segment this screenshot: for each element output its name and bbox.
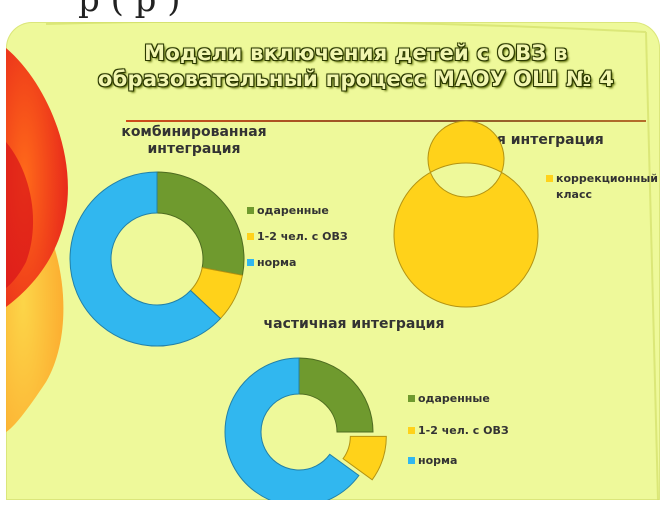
chart3-title: частичная интеграция: [234, 316, 474, 333]
legend-label: класс: [556, 188, 592, 201]
decorative-shapes: [6, 22, 659, 500]
legend-item-norma: норма: [247, 256, 296, 270]
doughnut-slice-1: [393, 120, 539, 308]
chart1-title-line1: комбинированная: [121, 124, 267, 140]
slide-title-line2: образовательный процесс МАОУ ОШ № 4: [97, 67, 615, 91]
legend-swatch: [408, 457, 415, 464]
legend-swatch: [247, 207, 254, 214]
top-caption: р ( р ): [0, 0, 663, 22]
legend-item-klass: класс: [556, 188, 592, 202]
legend-item-norma: норма: [408, 454, 457, 468]
slide-title-line1: Модели включения детей с ОВЗ в: [144, 41, 568, 65]
chart1-doughnut: [69, 171, 245, 347]
legend-swatch: [247, 259, 254, 266]
chart1-title: комбинированная интеграция: [114, 124, 274, 158]
legend-label: норма: [418, 454, 458, 467]
slide-title: Модели включения детей с ОВЗ в образоват…: [66, 40, 646, 92]
chart3-doughnut: [224, 357, 387, 500]
legend-swatch: [546, 175, 553, 182]
legend-item-ovz: 1-2 чел. с ОВЗ: [247, 230, 348, 244]
chart3-title-line1: частичная интеграция: [263, 316, 445, 332]
legend-item-ovz: 1-2 чел. с ОВЗ: [408, 424, 509, 438]
title-underline: [126, 120, 646, 122]
doughnut-slice-3: [69, 171, 222, 347]
doughnut-slice-3: [224, 357, 360, 500]
legend-label: норма: [257, 256, 297, 269]
decorative-red-shape-small: [6, 142, 34, 288]
legend-label: одаренные: [257, 204, 329, 217]
doughnut-slice-1: [156, 171, 245, 276]
legend-label: одаренные: [418, 392, 490, 405]
doughnut-slice-1: [298, 357, 374, 433]
legend-swatch: [408, 427, 415, 434]
slide-frame: [45, 22, 659, 500]
legend-label: 1-2 чел. с ОВЗ: [257, 230, 348, 243]
chart2-doughnut: [393, 120, 539, 308]
legend-item-odarennye: одаренные: [408, 392, 490, 406]
top-caption-text: р ( р ): [78, 0, 181, 20]
legend-label: коррекционный: [556, 172, 658, 185]
legend-item-korrektsionny: коррекционный: [546, 172, 658, 186]
legend-swatch: [247, 233, 254, 240]
doughnut-slice-2: [342, 435, 387, 481]
legend-item-odarennye: одаренные: [247, 204, 329, 218]
slide: Модели включения детей с ОВЗ в образоват…: [6, 22, 660, 500]
legend-label: 1-2 чел. с ОВЗ: [418, 424, 509, 437]
legend-swatch: [408, 395, 415, 402]
chart1-title-line2: интеграция: [147, 141, 241, 157]
